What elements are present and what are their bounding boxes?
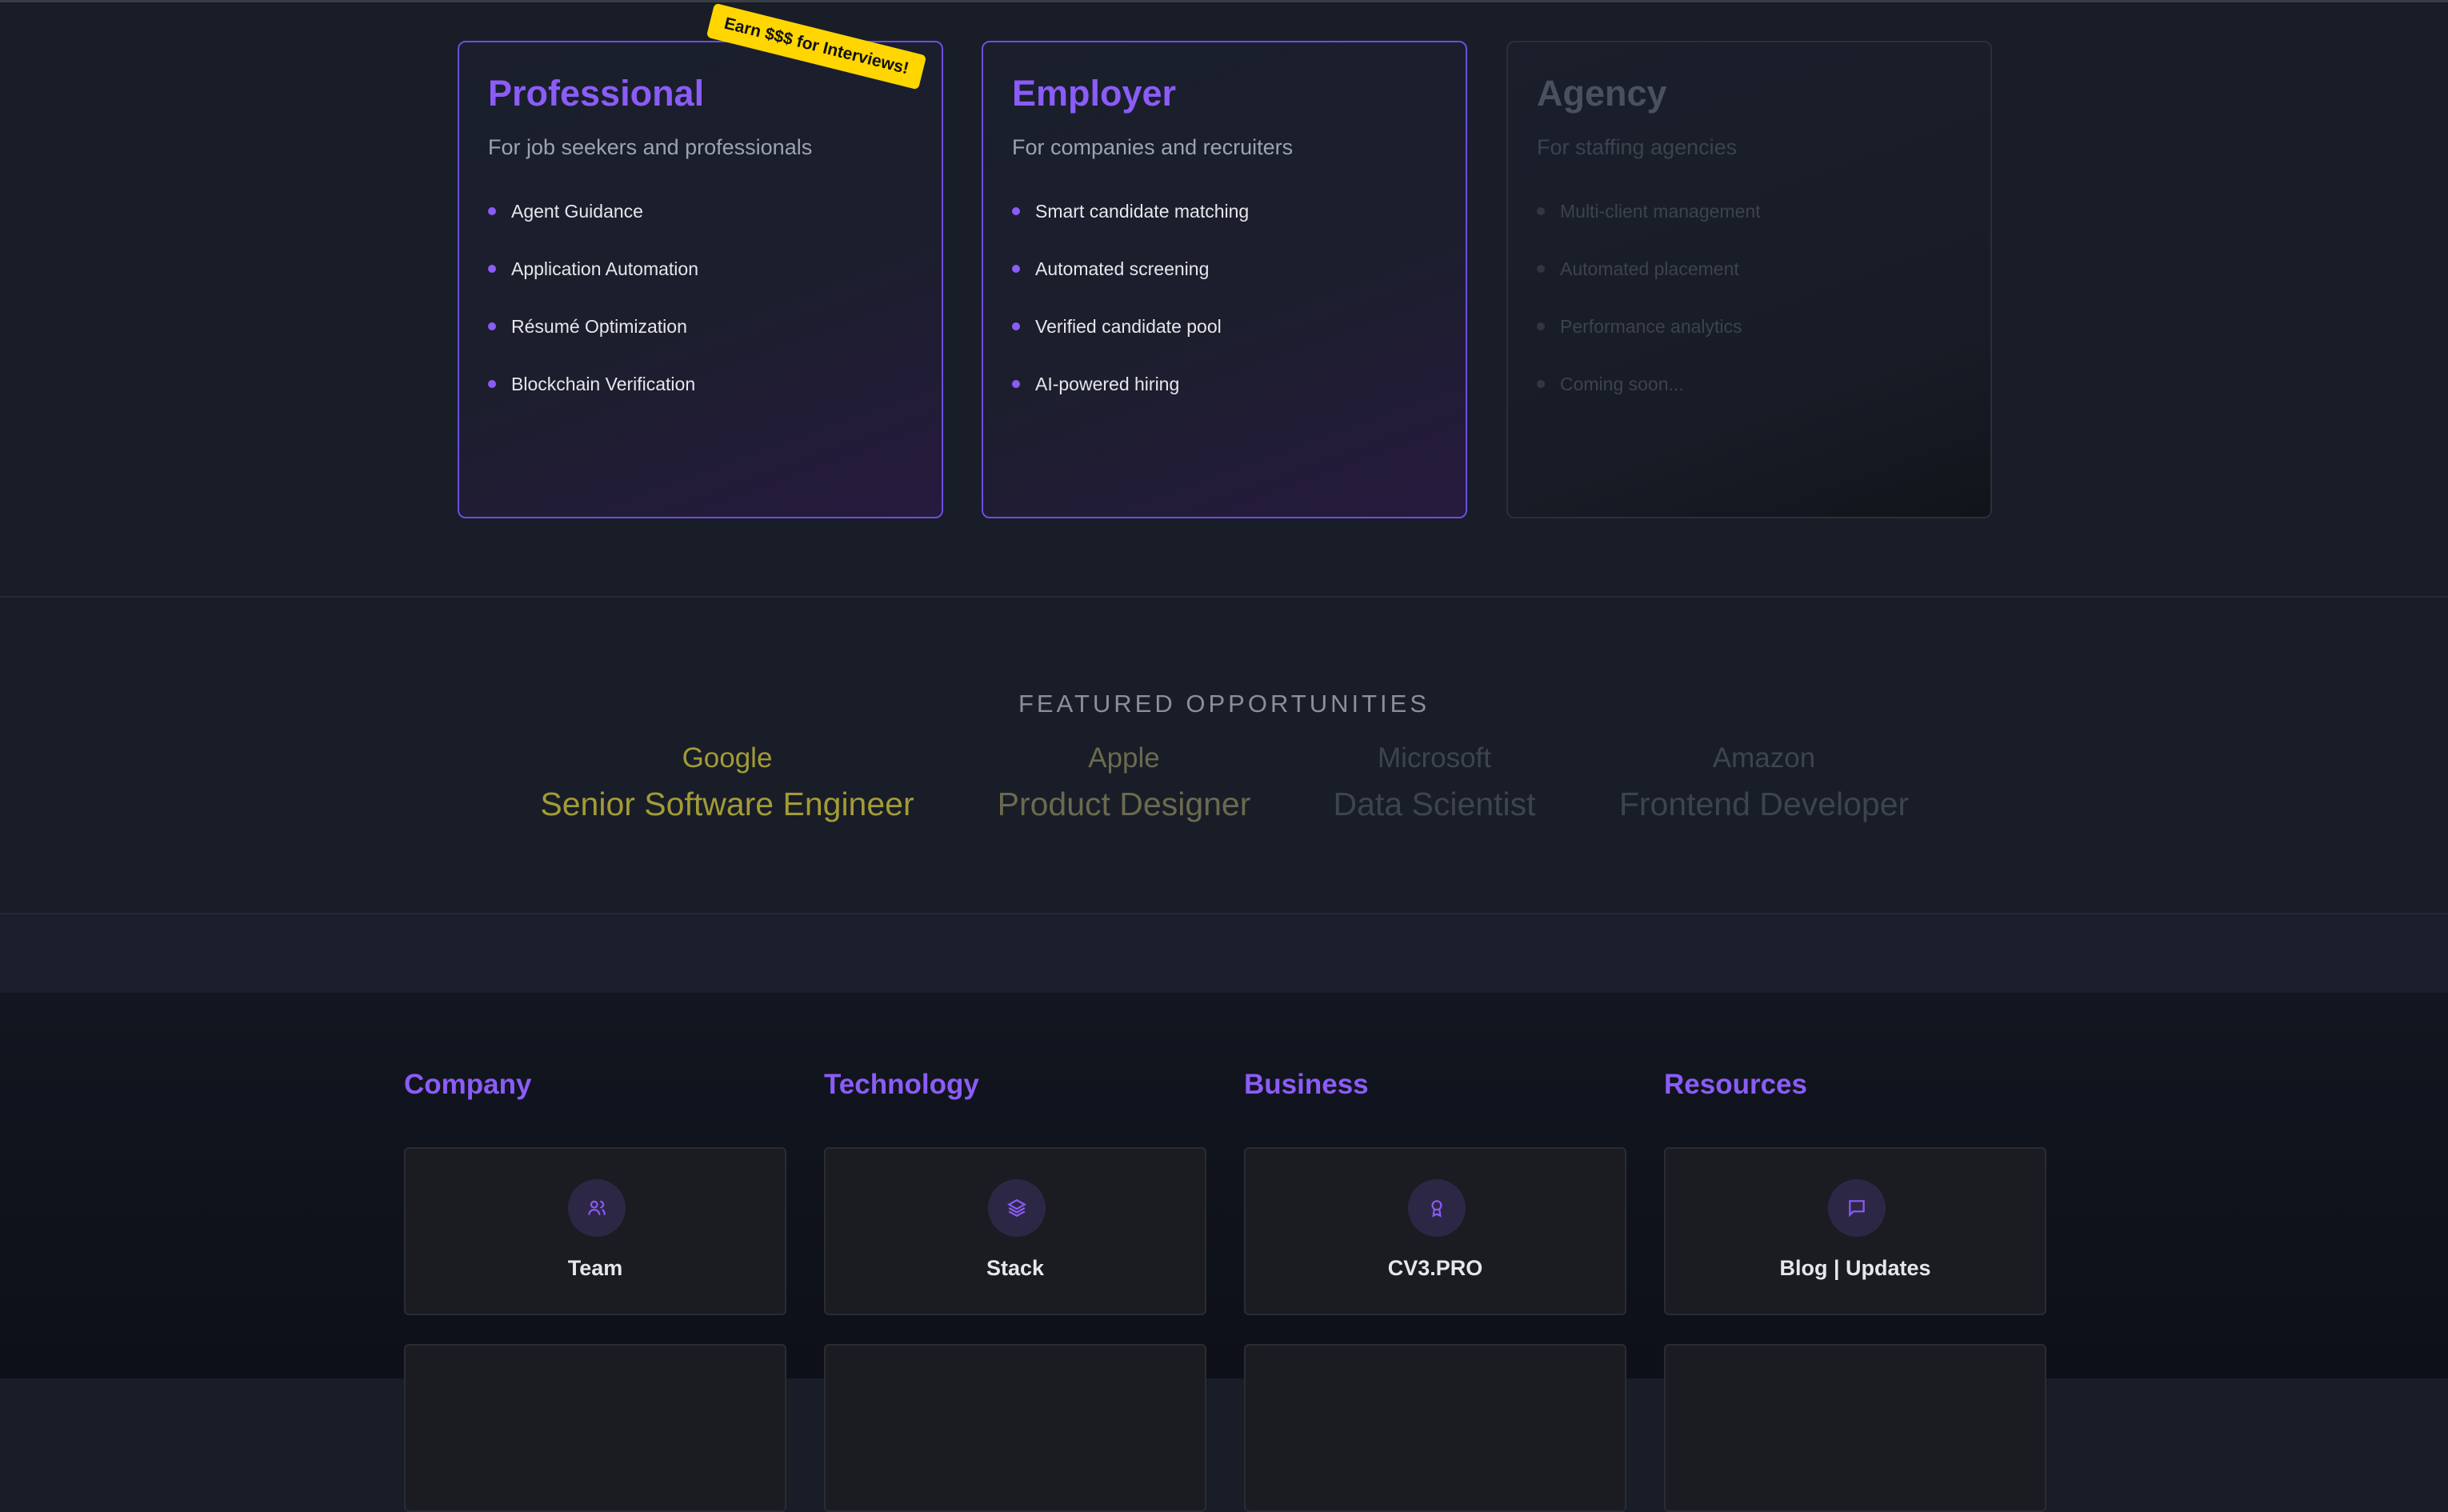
- opportunity-amazon[interactable]: Amazon Frontend Developer: [1524, 742, 2004, 823]
- opportunity-role: Data Scientist: [1333, 786, 1536, 822]
- footer-card-stack[interactable]: Stack: [824, 1147, 1206, 1315]
- footer: [0, 993, 2448, 1378]
- users-icon: [568, 1179, 626, 1237]
- opportunity-role: Frontend Developer: [1618, 786, 1910, 822]
- bullet-icon: [488, 265, 496, 273]
- feature-label: Multi-client management: [1560, 200, 1761, 222]
- footer-card[interactable]: [404, 1344, 786, 1512]
- footer-heading: Company: [404, 1069, 532, 1100]
- featured-title: FEATURED OPPORTUNITIES: [1018, 690, 1430, 718]
- bullet-icon: [1012, 207, 1020, 215]
- footer-card-blog[interactable]: Blog | Updates: [1664, 1147, 2046, 1315]
- footer-card-label: Blog | Updates: [1779, 1256, 1931, 1280]
- plan-title: Employer: [1012, 73, 1177, 114]
- bullet-icon: [1012, 265, 1020, 273]
- plan-title: Professional: [488, 73, 705, 114]
- feature-label: Smart candidate matching: [1035, 200, 1250, 222]
- bullet-icon: [1537, 265, 1545, 273]
- feature-item: Application Automation: [488, 240, 913, 298]
- footer-heading: Technology: [824, 1069, 979, 1100]
- feature-item: Coming soon...: [1537, 355, 1962, 413]
- feature-label: Automated placement: [1560, 258, 1739, 279]
- feature-label: Verified candidate pool: [1035, 315, 1222, 337]
- feature-item: Automated placement: [1537, 240, 1962, 298]
- message-square-icon: [1828, 1179, 1886, 1237]
- plan-card-employer[interactable]: Employer For companies and recruiters Sm…: [982, 41, 1467, 518]
- footer-card[interactable]: [1664, 1344, 2046, 1512]
- opportunity-role: Product Designer: [997, 786, 1251, 822]
- footer-card-team[interactable]: Team: [404, 1147, 786, 1315]
- footer-card[interactable]: [824, 1344, 1206, 1512]
- top-border: [0, 0, 2448, 2]
- feature-item: Résumé Optimization: [488, 298, 913, 355]
- feature-item: Blockchain Verification: [488, 355, 913, 413]
- feature-item: Automated screening: [1012, 240, 1437, 298]
- footer-column-business: Business CV3.PRO: [1244, 1069, 1626, 1512]
- feature-label: Agent Guidance: [511, 200, 643, 222]
- opportunity-company: Microsoft: [1378, 742, 1491, 774]
- bullet-icon: [1537, 380, 1545, 388]
- opportunity-company: Amazon: [1712, 742, 1816, 774]
- plan-subtitle: For staffing agencies: [1537, 135, 1738, 159]
- section-divider: [0, 596, 2448, 598]
- plan-subtitle: For job seekers and professionals: [488, 135, 813, 159]
- bullet-icon: [488, 207, 496, 215]
- feature-label: Performance analytics: [1560, 315, 1742, 337]
- bullet-icon: [1012, 322, 1020, 330]
- feature-item: AI-powered hiring: [1012, 355, 1437, 413]
- feature-label: Blockchain Verification: [511, 373, 696, 394]
- spacer-band: [0, 913, 2448, 993]
- footer-column-resources: Resources Blog | Updates: [1664, 1069, 2046, 1512]
- feature-label: Automated screening: [1035, 258, 1210, 279]
- opportunity-google[interactable]: Google Senior Software Engineer: [487, 742, 967, 823]
- award-icon: [1408, 1179, 1466, 1237]
- feature-label: Résumé Optimization: [511, 315, 687, 337]
- opportunity-role: Senior Software Engineer: [540, 786, 914, 822]
- bullet-icon: [1537, 322, 1545, 330]
- feature-item: Verified candidate pool: [1012, 298, 1437, 355]
- layers-icon: [988, 1179, 1046, 1237]
- opportunity-company: Apple: [1088, 742, 1160, 774]
- feature-item: Agent Guidance: [488, 182, 913, 240]
- feature-label: AI-powered hiring: [1035, 373, 1180, 394]
- bullet-icon: [488, 380, 496, 388]
- bullet-icon: [1012, 380, 1020, 388]
- footer-column-technology: Technology Stack: [824, 1069, 1206, 1512]
- footer-card-cv3pro[interactable]: CV3.PRO: [1244, 1147, 1626, 1315]
- bullet-icon: [488, 322, 496, 330]
- feature-list: Multi-client management Automated placem…: [1537, 182, 1962, 413]
- feature-label: Application Automation: [511, 258, 698, 279]
- bullet-icon: [1537, 207, 1545, 215]
- opportunity-apple[interactable]: Apple Product Designer: [884, 742, 1364, 823]
- feature-item: Performance analytics: [1537, 298, 1962, 355]
- feature-item: Smart candidate matching: [1012, 182, 1437, 240]
- plan-title: Agency: [1537, 73, 1667, 114]
- plan-subtitle: For companies and recruiters: [1012, 135, 1294, 159]
- feature-list: Agent Guidance Application Automation Ré…: [488, 182, 913, 413]
- footer-heading: Resources: [1664, 1069, 1807, 1100]
- opportunity-company: Google: [682, 742, 773, 774]
- footer-card-label: Stack: [986, 1256, 1045, 1280]
- opportunity-microsoft[interactable]: Microsoft Data Scientist: [1194, 742, 1674, 823]
- footer-card[interactable]: [1244, 1344, 1626, 1512]
- feature-item: Multi-client management: [1537, 182, 1962, 240]
- footer-card-label: Team: [567, 1256, 623, 1280]
- footer-card-label: CV3.PRO: [1387, 1256, 1483, 1280]
- plan-card-professional[interactable]: Professional For job seekers and profess…: [458, 41, 943, 518]
- plan-card-agency: Agency For staffing agencies Multi-clien…: [1506, 41, 1992, 518]
- feature-label: Coming soon...: [1560, 373, 1684, 394]
- footer-heading: Business: [1244, 1069, 1369, 1100]
- footer-column-company: Company Team: [404, 1069, 786, 1512]
- feature-list: Smart candidate matching Automated scree…: [1012, 182, 1437, 413]
